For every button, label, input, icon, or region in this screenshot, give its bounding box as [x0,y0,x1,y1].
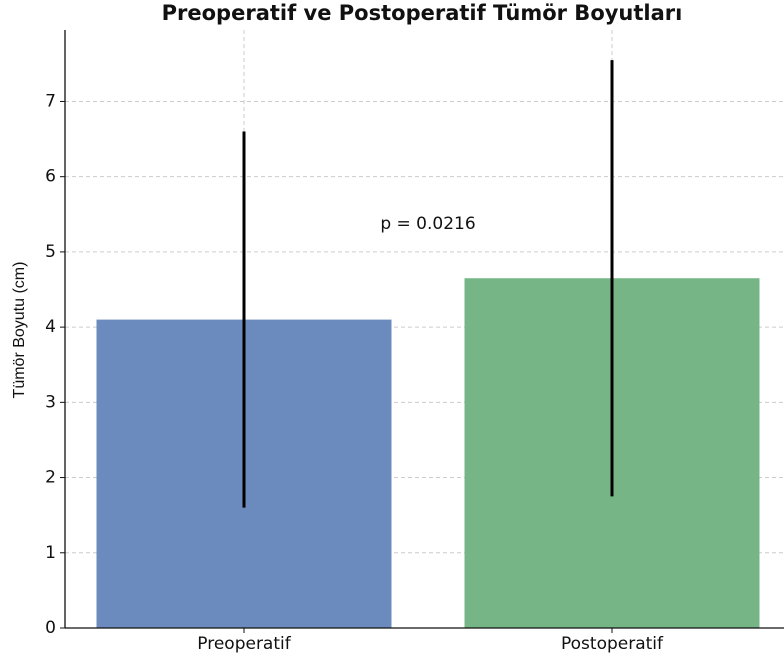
y-axis-label: Tümör Boyutu (cm) [11,262,28,399]
y-tick-label: 0 [45,618,56,638]
x-tick-label: Preoperatif [197,634,291,654]
y-tick-label: 7 [45,91,56,111]
y-tick-label: 2 [45,468,56,488]
y-tick-label: 4 [45,317,56,337]
chart-title: Preoperatif ve Postoperatif Tümör Boyutl… [162,1,683,25]
x-tick-label: Postoperatif [561,634,664,654]
annotation: p = 0.0216 [380,214,475,234]
y-tick-label: 3 [45,392,56,412]
y-tick-label: 1 [45,543,56,563]
y-tick-label: 5 [45,242,56,262]
y-tick-label: 6 [45,167,56,187]
